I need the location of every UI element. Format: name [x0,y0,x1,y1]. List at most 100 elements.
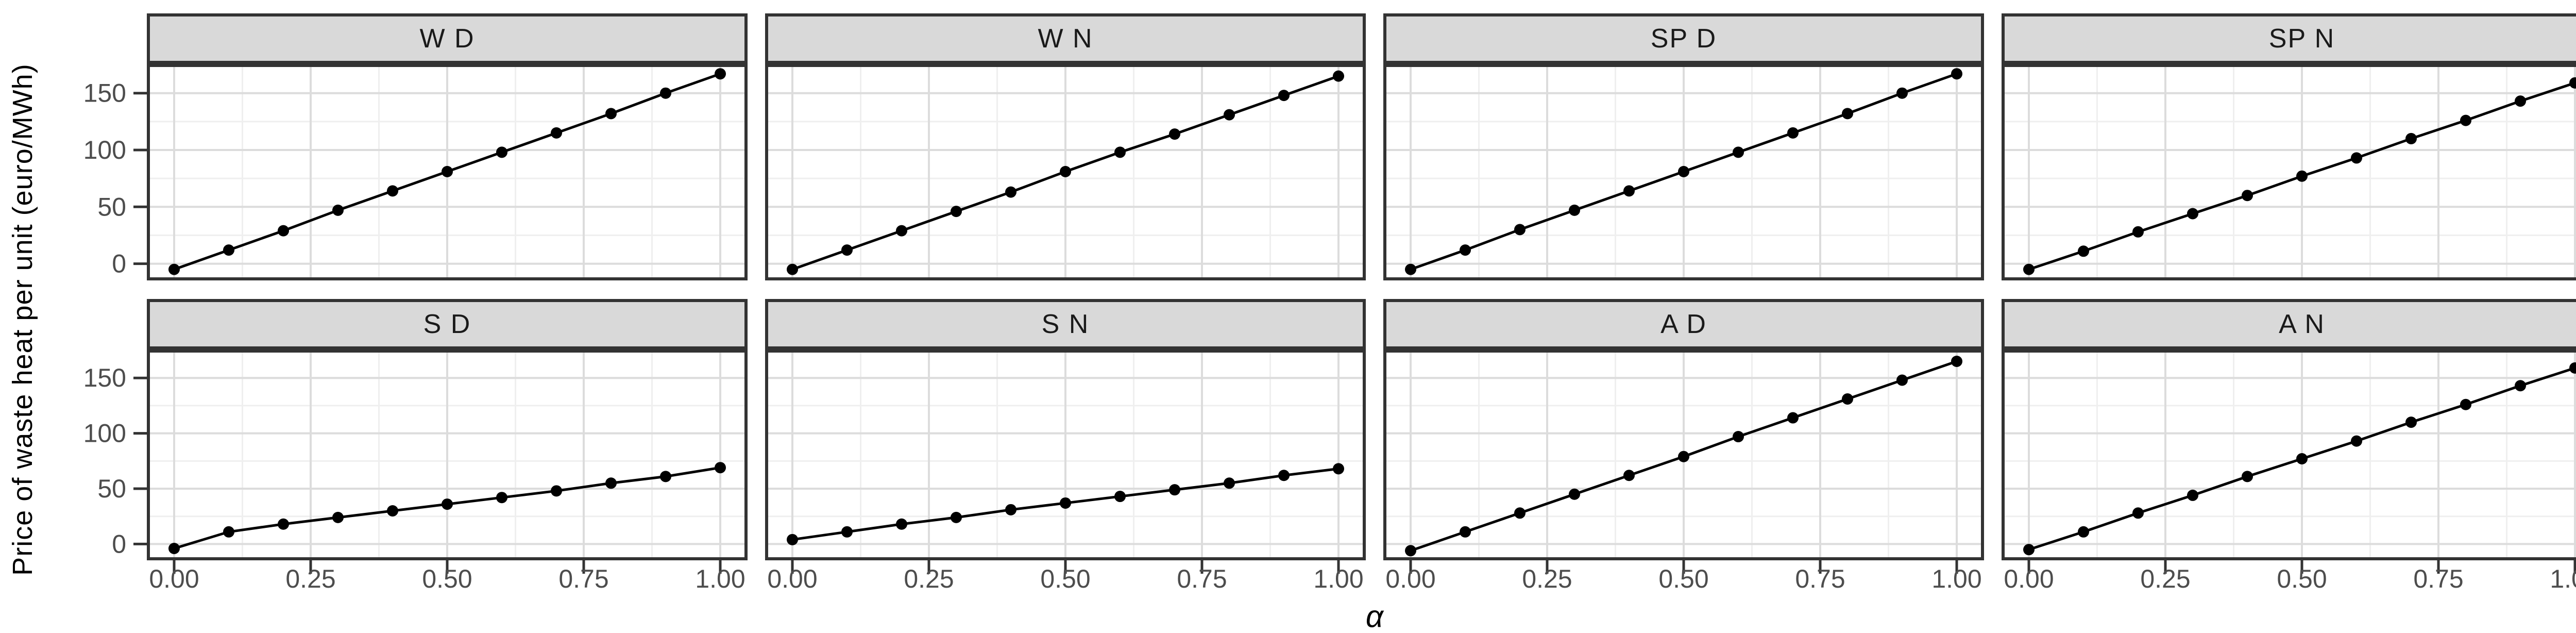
x-axis-ticks: 0.00 0.25 0.50 0.75 1.00 [2004,560,2576,593]
data-point [1896,374,1908,386]
major-gridlines [147,349,748,560]
y-axis-ticks: 0 50 100 150 [83,79,147,278]
data-point [715,68,726,80]
data-point [1733,146,1744,158]
x-tick-label: 0.75 [558,564,608,593]
facet-plot-spd [1383,64,1984,280]
x-tick-label: 0.25 [1522,564,1572,593]
data-point [2460,114,2471,126]
facet-strip-label: A N [2279,309,2325,339]
data-point [278,225,289,237]
data-point [2296,453,2308,465]
x-tick-label: 0.25 [2140,564,2190,593]
data-point [1405,545,1416,557]
x-tick-label: 0.25 [904,564,954,593]
y-axis-ticks: 0 50 100 150 [83,363,147,558]
data-point [1060,165,1071,177]
y-tick-label: 100 [83,419,126,448]
x-axis-title: α [1365,599,1384,633]
data-point [2351,435,2362,447]
data-point [1278,90,1290,102]
data-point [2187,208,2198,220]
data-point [551,485,562,497]
x-tick-label: 0.75 [2413,564,2463,593]
data-point [2405,132,2417,144]
facet-strip-label: W N [1038,24,1093,54]
data-point [1278,470,1290,481]
data-point [2187,489,2198,501]
data-point [223,244,234,256]
x-tick-label: 0.50 [422,564,472,593]
data-point [841,526,853,538]
data-points [2023,77,2576,275]
y-tick-label: 0 [112,249,126,278]
data-point [1569,204,1580,216]
data-point [2515,380,2526,392]
y-tick-label: 50 [97,474,126,503]
x-tick-label: 0.00 [767,564,817,593]
data-point [1405,263,1416,275]
data-point [1005,504,1016,515]
x-tick-label: 1.00 [695,564,745,593]
x-tick-label: 0.75 [1795,564,1845,593]
x-tick-label: 1.00 [1313,564,1363,593]
panel-border [2002,64,2576,280]
data-point [1224,477,1235,489]
facet-strip-label: S D [423,309,471,339]
x-tick-label: 0.00 [2004,564,2054,593]
facet-plot-sn: 0.00 0.25 0.50 0.75 1.00 [765,349,1366,593]
x-tick-label: 0.00 [149,564,199,593]
data-point [1333,70,1344,82]
data-point [1951,355,1962,367]
data-point [605,477,617,489]
data-point [1787,127,1799,139]
facet-strip-label: SP N [2268,24,2335,54]
data-point [223,526,234,538]
y-tick-label: 50 [97,192,126,221]
data-point [2242,471,2253,482]
data-point [551,127,562,139]
data-point [841,244,853,256]
data-point [442,165,453,177]
data-points [1405,355,1962,557]
data-point [787,534,798,545]
data-points [168,462,726,555]
x-axis-ticks: 0.00 0.25 0.50 0.75 1.00 [1385,560,1982,593]
data-point [1733,431,1744,443]
x-tick-label: 0.75 [1177,564,1227,593]
data-point [2242,190,2253,202]
y-axis-title: Price of waste heat per unit (euro/MWh) [7,63,38,576]
facet-strip-wn: W N [765,13,1366,64]
data-point [1787,412,1799,424]
facet-strip-spd: SP D [1383,13,1984,64]
data-points [787,70,1344,275]
data-point [1678,451,1689,462]
major-gridlines [1383,64,1984,280]
data-point [951,511,962,523]
data-point [1005,186,1016,198]
y-tick-label: 100 [83,136,126,164]
data-point [1514,224,1526,236]
facet-strip-an: A N [2002,299,2576,349]
panel-border [2002,349,2576,560]
x-tick-label: 0.50 [1658,564,1708,593]
data-point [605,108,617,120]
data-point [1169,128,1180,140]
data-point [1951,68,1962,80]
data-point [1623,185,1635,197]
data-points [787,463,1344,545]
data-point [2569,77,2576,89]
data-point [787,263,798,275]
major-gridlines [765,349,1366,560]
data-point [2132,507,2144,519]
x-tick-label: 0.00 [1385,564,1435,593]
x-axis-ticks: 0.00 0.25 0.50 0.75 1.00 [149,560,745,593]
data-point [660,471,671,482]
data-point [2132,226,2144,238]
facet-strip-sn: S N [765,299,1366,349]
facet-strip-spn: SP N [2002,13,2576,64]
facet-plot-sd: 0.00 0.25 0.50 0.75 1.00 0 50 100 150 [83,349,748,593]
data-point [951,206,962,218]
y-tick-label: 150 [83,363,126,392]
